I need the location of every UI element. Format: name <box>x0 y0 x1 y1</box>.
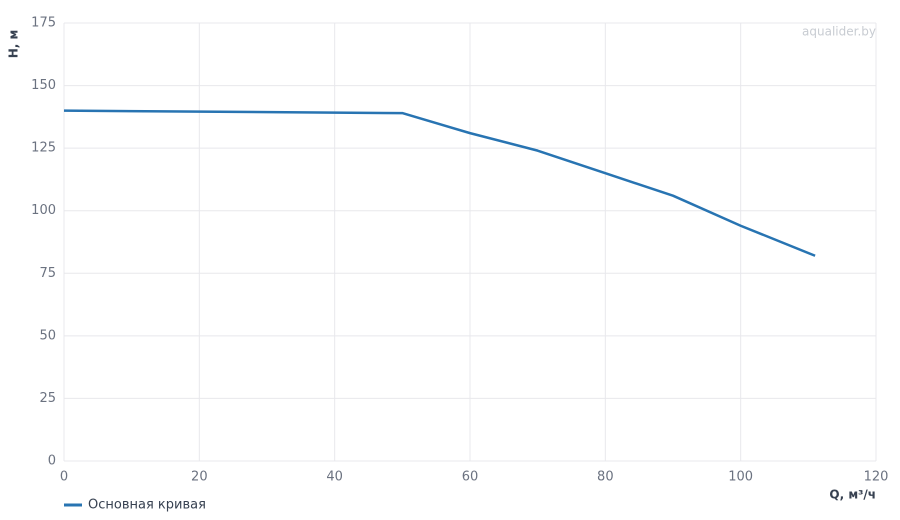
x-tick-label: 60 <box>462 470 479 485</box>
line-series <box>63 109 816 257</box>
y-tick-label: 0 <box>48 454 56 469</box>
y-tick-label: 125 <box>31 141 56 156</box>
x-tick-label: 120 <box>864 470 889 485</box>
y-tick-label: 25 <box>39 391 56 406</box>
x-tick-label: 40 <box>326 470 343 485</box>
y-tick-label: 150 <box>31 78 56 93</box>
y-tick-label: 50 <box>39 328 56 343</box>
legend-label: Основная кривая <box>88 498 206 513</box>
y-axis-title: H, м <box>7 30 21 59</box>
x-tick-label: 100 <box>728 470 753 485</box>
x-tick-label: 0 <box>60 470 68 485</box>
y-tick-label: 75 <box>39 266 56 281</box>
x-axis-title: Q, м³/ч <box>829 488 876 502</box>
y-tick-label: 100 <box>31 203 56 218</box>
watermark: aqualider.by <box>802 25 876 39</box>
x-tick-label: 80 <box>597 470 614 485</box>
y-tick-label: 175 <box>31 16 56 31</box>
x-tick-label: 20 <box>191 470 208 485</box>
